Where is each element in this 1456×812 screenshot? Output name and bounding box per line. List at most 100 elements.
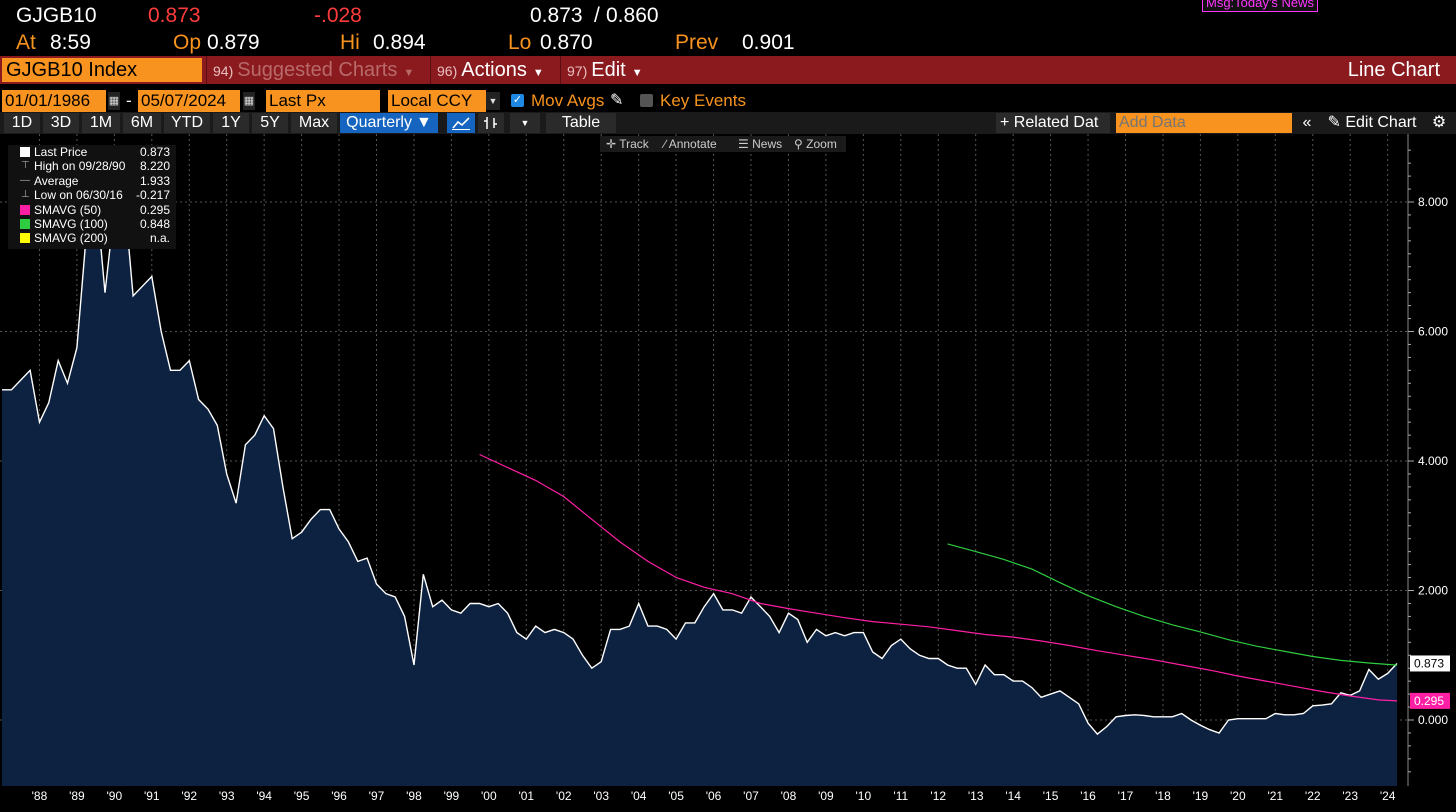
legend-row: SMAVG (100) 0.848 xyxy=(8,217,176,231)
legend-value: 1.933 xyxy=(139,173,170,188)
x-tick-label: '89 xyxy=(69,789,85,803)
end-date-input[interactable]: 05/07/2024 xyxy=(138,90,240,112)
low-marker-icon: ⊥ xyxy=(21,189,30,201)
track-label: Track xyxy=(619,137,649,151)
edit-menu[interactable]: 97) Edit ▼ xyxy=(560,56,652,84)
open-label: Op xyxy=(173,31,202,54)
message-link[interactable]: Msg:Today's News xyxy=(1202,0,1318,12)
range-1d[interactable]: 1D xyxy=(4,113,40,133)
x-tick-label: '14 xyxy=(1005,789,1021,803)
chart-tools xyxy=(600,136,846,152)
x-tick-label: '10 xyxy=(856,789,872,803)
crosshair-icon: ✛ xyxy=(606,137,617,151)
legend-row: SMAVG (50) 0.295 xyxy=(8,203,176,217)
range-5y[interactable]: 5Y xyxy=(252,113,288,133)
calendar-icon[interactable]: ▦ xyxy=(243,92,255,110)
edit-chart-button[interactable]: ✎ Edit Chart xyxy=(1320,113,1424,133)
legend-row: SMAVG (200) n.a. xyxy=(8,231,176,245)
legend-label: SMAVG (50) xyxy=(34,202,102,217)
chevron-down-icon: ▼ xyxy=(403,67,415,79)
smavg-50-line xyxy=(479,453,1398,702)
x-tick-label: '93 xyxy=(219,789,235,803)
suggested-charts-menu[interactable]: 94) Suggested Charts ▼ xyxy=(206,56,428,84)
chevron-down-icon[interactable]: ▼ xyxy=(486,92,500,110)
range-max[interactable]: Max xyxy=(291,113,337,133)
key-events-checkbox[interactable] xyxy=(640,94,653,107)
legend-value: 0.873 xyxy=(139,145,170,159)
line-chart-icon[interactable] xyxy=(447,113,475,133)
x-tick-label: '90 xyxy=(107,789,123,803)
x-tick-label: '01 xyxy=(518,789,534,803)
y-tick-label: 4.000 xyxy=(1418,454,1448,468)
smavg-100-line xyxy=(947,543,1398,666)
field-select[interactable]: Last Px xyxy=(266,90,380,112)
x-tick-label: '22 xyxy=(1305,789,1321,803)
legend-row: — Average 1.933 xyxy=(8,174,176,188)
last-value-label: 0.295 xyxy=(1414,694,1444,708)
legend-value: 8.220 xyxy=(139,159,170,174)
gear-icon[interactable]: ⚙ xyxy=(1431,114,1447,131)
edit-chart-label: Edit Chart xyxy=(1345,114,1417,131)
average-marker-icon: — xyxy=(20,174,30,186)
range-6m[interactable]: 6M xyxy=(123,113,161,133)
low-price: 0.870 xyxy=(540,31,593,54)
news-tool[interactable]: ☰ News xyxy=(738,136,782,152)
y-tick-label: 2.000 xyxy=(1418,584,1448,598)
mov-avgs-label[interactable]: Mov Avgs xyxy=(531,91,605,110)
legend-row: Last Price 0.873 xyxy=(8,145,176,159)
mov-avgs-checkbox[interactable]: ✓ xyxy=(511,94,524,107)
currency-select[interactable]: Local CCY xyxy=(388,90,486,112)
y-tick-label: 8.000 xyxy=(1418,195,1448,209)
date-range-dash: - xyxy=(126,91,132,110)
quote-time: 8:59 xyxy=(50,31,91,54)
last-value-label: 0.873 xyxy=(1414,656,1444,670)
table-button[interactable]: Table xyxy=(546,113,616,133)
bar-chart-icon[interactable] xyxy=(478,113,504,133)
pencil-icon[interactable]: ✎ xyxy=(610,92,624,109)
range-1m[interactable]: 1M xyxy=(82,113,120,133)
price-change: -.028 xyxy=(314,4,362,27)
x-tick-label: '05 xyxy=(668,789,684,803)
x-tick-label: '98 xyxy=(406,789,422,803)
legend-value: 0.848 xyxy=(139,216,170,231)
key-events-label[interactable]: Key Events xyxy=(660,91,746,110)
price-area-fill xyxy=(2,189,1398,787)
collapse-icon[interactable]: « xyxy=(1302,114,1312,131)
actions-menu[interactable]: 96) Actions ▼ xyxy=(430,56,558,84)
pencil-icon: ✎ xyxy=(1327,114,1341,131)
suggested-charts-number: 94) xyxy=(213,63,234,79)
range-3d[interactable]: 3D xyxy=(43,113,79,133)
legend-label: Last Price xyxy=(34,145,88,159)
x-tick-label: '96 xyxy=(331,789,347,803)
period-label: Quarterly xyxy=(346,114,412,131)
track-tool[interactable]: ✛ Track xyxy=(606,136,649,152)
prev-label: Prev xyxy=(675,31,719,54)
legend-label: Low on 06/30/16 xyxy=(34,188,123,203)
pencil-icon: ∕ xyxy=(664,137,667,151)
legend-swatch xyxy=(20,218,30,229)
add-data-input[interactable] xyxy=(1116,113,1292,133)
price-chart[interactable]: 8.000 6.000 4.000 2.000 0.000 '88 '89 '90 '91 '92… xyxy=(0,134,1456,812)
range-1y[interactable]: 1Y xyxy=(213,113,249,133)
at-label: At xyxy=(16,31,36,54)
calendar-icon[interactable]: ▦ xyxy=(108,92,120,110)
legend-label: SMAVG (100) xyxy=(34,216,108,231)
start-date-input[interactable]: 01/01/1986 xyxy=(2,90,106,112)
zoom-tool[interactable]: ⚲ Zoom xyxy=(794,136,837,152)
range-ytd[interactable]: YTD xyxy=(164,113,210,133)
security-field[interactable]: GJGB10 Index xyxy=(2,58,202,82)
annotate-tool[interactable]: ∕ Annotate xyxy=(664,136,717,152)
prev-price: 0.901 xyxy=(742,31,795,54)
x-tick-label: '15 xyxy=(1043,789,1059,803)
legend-value: -0.217 xyxy=(135,188,170,203)
chart-style-dropdown-icon[interactable]: ▼ xyxy=(510,113,540,133)
legend-row: ⊥ Low on 06/30/16 -0.217 xyxy=(8,188,176,202)
x-tick-label: '20 xyxy=(1230,789,1246,803)
actions-number: 96) xyxy=(437,63,458,79)
edit-number: 97) xyxy=(567,63,588,79)
period-select[interactable]: Quarterly ▼ xyxy=(340,113,438,133)
related-data-button[interactable]: + Related Dat xyxy=(996,113,1110,133)
legend-label: High on 09/28/90 xyxy=(34,159,126,174)
quote-header: GJGB10 0.873 -.028 0.873 / 0.860 Msg:Tod… xyxy=(0,0,1456,56)
high-label: Hi xyxy=(340,31,360,54)
